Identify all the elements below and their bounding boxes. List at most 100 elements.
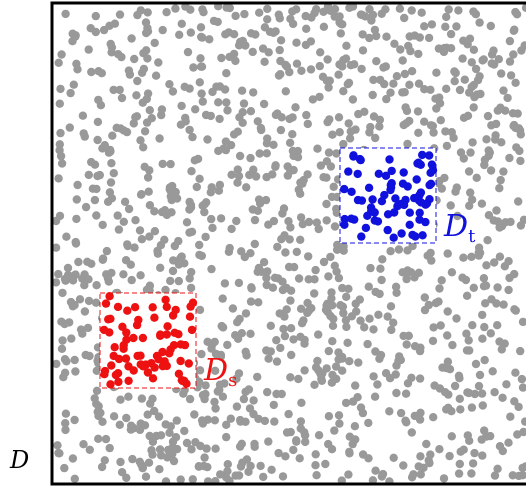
domain-point xyxy=(187,267,196,277)
domain-point xyxy=(395,4,405,13)
domain-point xyxy=(450,381,460,391)
domain-point xyxy=(157,105,167,114)
domain-point xyxy=(304,252,313,261)
domain-point xyxy=(311,461,320,470)
domain-point xyxy=(148,437,158,446)
domain-point xyxy=(296,213,306,222)
domain-point xyxy=(65,123,75,132)
domain-point xyxy=(200,394,209,404)
source-region-label: Ds xyxy=(203,353,237,391)
target-point xyxy=(353,169,362,179)
target-point xyxy=(418,150,427,160)
domain-point xyxy=(246,297,256,306)
domain-point xyxy=(228,304,238,313)
domain-point xyxy=(153,249,163,258)
source-point xyxy=(176,340,185,349)
domain-point xyxy=(254,298,263,307)
target-point xyxy=(426,168,435,177)
domain-point xyxy=(210,416,220,425)
domain-point xyxy=(510,25,519,34)
domain-point xyxy=(511,78,520,88)
domain-point xyxy=(210,337,219,347)
domain-point xyxy=(206,188,215,197)
domain-point xyxy=(446,201,455,210)
source-point xyxy=(111,370,121,380)
domain-point xyxy=(496,175,505,185)
domain-point xyxy=(270,417,279,426)
target-point xyxy=(347,214,356,223)
domain-point xyxy=(443,307,452,316)
domain-point xyxy=(236,462,246,471)
domain-point xyxy=(329,182,338,191)
domain-point xyxy=(322,199,331,209)
domain-point xyxy=(215,114,224,124)
domain-point xyxy=(281,87,290,96)
domain-point xyxy=(440,173,449,183)
target-point xyxy=(368,195,377,204)
domain-point xyxy=(456,148,466,157)
domain-point xyxy=(55,146,64,155)
domain-point xyxy=(177,101,186,111)
domain-point xyxy=(74,257,83,267)
domain-point xyxy=(71,239,81,248)
domain-point xyxy=(222,69,231,78)
target-point xyxy=(418,231,427,240)
domain-point xyxy=(160,235,169,244)
domain-point xyxy=(215,180,225,190)
domain-point xyxy=(57,159,67,168)
domain-point xyxy=(84,275,93,284)
domain-point xyxy=(244,385,254,394)
target-point xyxy=(374,169,383,178)
domain-point xyxy=(187,227,197,236)
domain-point xyxy=(444,403,453,412)
domain-point xyxy=(396,45,405,54)
domain-point xyxy=(344,119,353,128)
domain-point xyxy=(195,78,204,87)
source-point xyxy=(121,354,131,363)
domain-point xyxy=(272,336,281,345)
domain-point xyxy=(63,263,73,273)
domain-point xyxy=(96,408,105,417)
domain-point xyxy=(389,318,398,327)
domain-point xyxy=(455,85,465,95)
domain-point xyxy=(369,325,378,334)
domain-point xyxy=(452,183,461,192)
domain-point xyxy=(197,416,207,425)
domain-point xyxy=(345,449,354,458)
target-point xyxy=(357,232,366,241)
domain-point xyxy=(517,374,526,384)
domain-point xyxy=(286,296,295,305)
domain-point xyxy=(471,359,481,369)
domain-point xyxy=(467,195,477,204)
domain-point xyxy=(365,128,374,137)
domain-point xyxy=(345,357,354,366)
target-point xyxy=(408,230,417,240)
domain-point xyxy=(60,319,69,329)
domain-point xyxy=(403,246,412,255)
domain-point xyxy=(56,84,65,94)
domain-point xyxy=(506,71,516,80)
domain-point xyxy=(72,214,81,224)
domain-point xyxy=(214,98,223,107)
domain-point xyxy=(231,11,240,21)
domain-point xyxy=(180,82,189,92)
domain-point xyxy=(327,445,337,454)
domain-point xyxy=(143,54,152,63)
domain-point xyxy=(364,282,373,291)
domain-point xyxy=(195,174,204,183)
domain-point xyxy=(57,50,66,59)
domain-point xyxy=(169,456,179,466)
domain-point xyxy=(155,134,164,143)
domain-point xyxy=(185,205,194,214)
target-region-points xyxy=(340,150,438,242)
domain-point xyxy=(251,172,261,181)
target-point xyxy=(397,229,406,238)
domain-point xyxy=(84,45,93,54)
domain-point xyxy=(345,134,355,143)
domain-point xyxy=(505,153,514,163)
domain-point xyxy=(322,157,332,166)
domain-point xyxy=(404,41,413,51)
domain-point xyxy=(511,7,520,17)
domain-point xyxy=(262,273,271,283)
domain-point xyxy=(190,410,199,419)
